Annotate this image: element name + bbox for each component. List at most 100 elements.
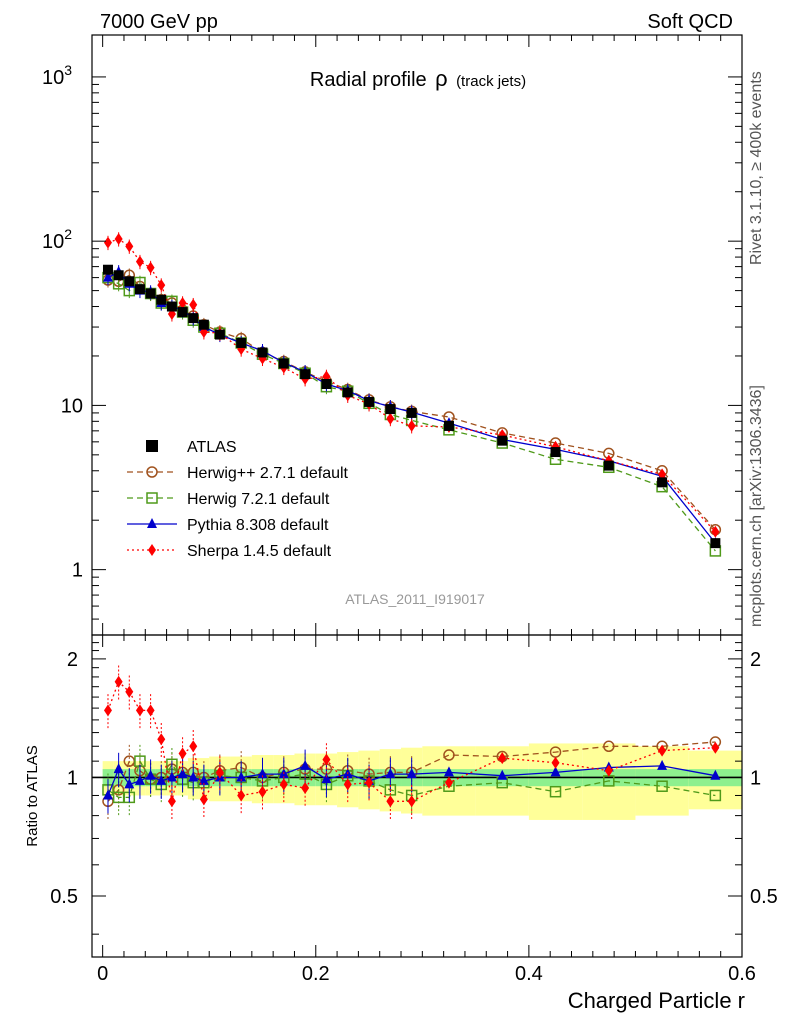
ratio-point <box>407 795 416 808</box>
ratio-point <box>124 778 135 789</box>
legend-marker <box>146 492 158 504</box>
series-point <box>386 412 395 425</box>
legend-label: Herwig 7.2.1 default <box>187 491 330 508</box>
data-point <box>710 538 721 549</box>
ratio-point <box>551 756 560 769</box>
x-tick-label: 0.2 <box>302 963 330 985</box>
series-point <box>178 297 187 310</box>
series-point <box>189 298 198 311</box>
data-point <box>145 288 156 299</box>
ratio-point <box>125 685 134 698</box>
ratio-point <box>279 778 288 791</box>
series-point <box>146 261 155 274</box>
ratio-series-2 <box>102 749 721 814</box>
ratio-point <box>709 789 722 802</box>
ratio-point <box>497 769 508 780</box>
ratio-point <box>157 733 166 746</box>
ratio-point <box>603 740 615 753</box>
data-point <box>497 435 508 446</box>
watermark: ATLAS_2011_I919017 <box>345 591 485 607</box>
data-point <box>550 447 561 458</box>
legend-label: ATLAS <box>187 439 237 456</box>
series-line <box>107 277 716 552</box>
ratio-point <box>113 763 124 774</box>
ratio-plot-frame <box>91 634 743 958</box>
series-point <box>135 255 144 268</box>
ratio-point <box>386 795 395 808</box>
data-point <box>278 358 289 369</box>
plot-title-symbol: ρ <box>435 66 448 91</box>
ratio-point <box>549 785 562 798</box>
ratio-point <box>199 793 208 806</box>
ratio-point <box>365 776 374 789</box>
series-point <box>102 271 113 282</box>
data-point <box>124 276 135 287</box>
ratio-series-3 <box>103 665 720 820</box>
ratio-point <box>258 785 267 798</box>
legend-marker <box>148 544 156 556</box>
x-tick-label: 0 <box>97 963 108 985</box>
series-3 <box>103 232 720 538</box>
ratio-point <box>146 704 155 717</box>
y-tick-label: 2 <box>67 649 78 671</box>
side-label-bottom: mcplots.cern.ch [arXiv:1306.3436] <box>748 385 765 627</box>
ratio-ylabel: Ratio to ATLAS <box>24 745 41 846</box>
y-tick-label-right: 2 <box>750 649 761 671</box>
data-point <box>257 347 268 358</box>
header-left: 7000 GeV pp <box>100 11 218 33</box>
ratio-point <box>385 768 396 779</box>
legend-marker <box>147 518 157 528</box>
data-point <box>177 307 188 318</box>
ratio-point <box>444 776 453 789</box>
ratio-point <box>343 778 352 791</box>
plot-title: Radial profile ρ (track jets) <box>310 66 526 91</box>
legend-marker <box>146 466 158 478</box>
data-point <box>214 329 225 340</box>
data-series <box>102 264 721 549</box>
ratio-point <box>656 780 668 792</box>
ratio-point <box>198 774 209 785</box>
plot-title-main: Radial profile <box>310 69 427 91</box>
data-point <box>102 264 113 275</box>
legend-label: Pythia 8.308 default <box>187 517 329 534</box>
series-point <box>114 233 123 246</box>
x-tick-label: 0.6 <box>728 963 756 985</box>
y-tick-label-right: 1 <box>750 767 761 789</box>
ratio-point <box>604 764 613 777</box>
ratio-point <box>156 774 167 785</box>
ratio-point <box>257 768 268 779</box>
data-point <box>166 301 177 312</box>
ratio-point <box>103 704 112 717</box>
y-tick-label: 102 <box>42 226 72 253</box>
header-right: Soft QCD <box>647 11 733 33</box>
ratio-point <box>443 766 454 777</box>
data-point <box>134 284 145 295</box>
ratio-point <box>657 759 668 770</box>
y-tick-label: 103 <box>42 62 72 89</box>
y-tick-label-right: 0.5 <box>750 886 778 908</box>
ratio-point <box>188 771 199 782</box>
ratio-point <box>166 771 177 782</box>
y-tick-label: 1 <box>72 560 83 582</box>
legend: ATLAS Herwig++ 2.7.1 default Herwig 7.2.1 … <box>127 439 349 560</box>
ratio-plot: 0 0.2 0.4 0.6 0.5 0.5 1 1 2 2 Ratio to ATLAS <box>24 634 778 985</box>
ratio-point <box>550 766 561 777</box>
ratio-point <box>102 789 113 800</box>
data-point <box>603 460 614 471</box>
plot-title-sub: (track jets) <box>456 73 526 90</box>
data-point <box>364 396 375 407</box>
ratio-point <box>658 744 667 757</box>
series-line <box>107 238 716 533</box>
ratio-point <box>301 782 310 795</box>
ratio-point <box>498 752 507 765</box>
ratio-point <box>134 774 145 785</box>
ratio-series-line <box>107 759 716 799</box>
ratio-point <box>189 740 198 753</box>
data-point <box>300 369 311 380</box>
data-point <box>342 387 353 398</box>
data-point <box>188 313 199 324</box>
series-point <box>125 240 134 253</box>
ratio-point <box>236 771 247 782</box>
ratio-point <box>443 749 455 761</box>
